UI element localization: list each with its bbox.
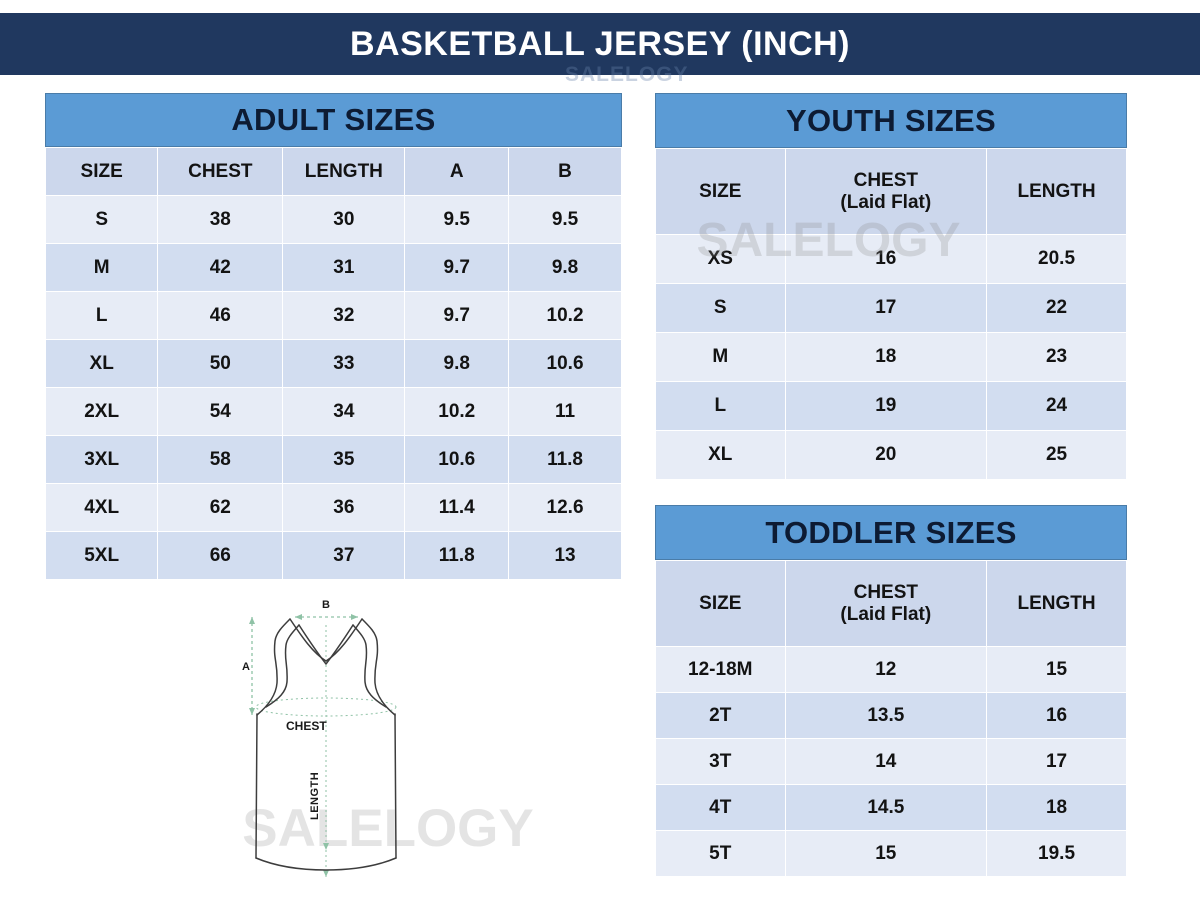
svg-text:A: A <box>242 661 250 673</box>
svg-text:CHEST: CHEST <box>286 719 327 733</box>
svg-text:LENGTH: LENGTH <box>309 772 321 820</box>
svg-text:B: B <box>322 599 330 611</box>
